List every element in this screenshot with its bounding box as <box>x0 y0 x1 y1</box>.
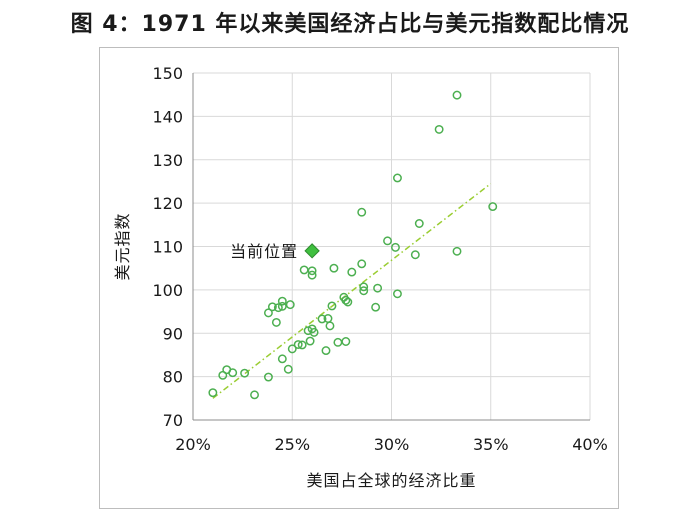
data-point <box>371 302 381 312</box>
trend-line <box>212 183 492 399</box>
data-point <box>250 390 259 400</box>
x-axis-title: 美国占全球的经济比重 <box>306 471 476 490</box>
data-point <box>285 300 295 310</box>
data-point <box>208 388 218 398</box>
data-point <box>452 246 462 256</box>
data-point <box>325 321 335 331</box>
x-tick-label: 35% <box>473 435 509 454</box>
data-point <box>391 242 400 252</box>
data-point <box>307 266 317 276</box>
data-point <box>317 314 327 324</box>
data-point <box>357 207 367 217</box>
x-tick-label: 20% <box>175 435 211 454</box>
y-tick-label: 90 <box>163 324 183 343</box>
x-tick-label: 25% <box>274 435 310 454</box>
data-point <box>452 90 462 100</box>
data-point <box>488 202 498 212</box>
y-tick-label: 110 <box>152 238 183 257</box>
data-point <box>305 336 315 346</box>
data-point <box>277 296 287 306</box>
data-point <box>307 270 317 280</box>
data-point <box>267 302 277 312</box>
data-point <box>333 337 343 347</box>
data-point <box>271 317 281 327</box>
data-point <box>434 124 444 134</box>
y-tick-label: 150 <box>152 64 183 83</box>
data-point <box>287 344 297 354</box>
y-tick-label: 140 <box>152 107 183 126</box>
data-point <box>293 340 303 349</box>
data-point <box>373 283 383 293</box>
chart-title: 图 4：1971 年以来美国经济占比与美元指数配比情况 <box>70 12 630 37</box>
data-point <box>299 265 309 275</box>
data-point <box>327 301 337 311</box>
y-tick-label: 120 <box>152 194 183 213</box>
data-point <box>393 173 402 183</box>
current-position-label: 当前位置 <box>230 242 298 261</box>
y-tick-label: 70 <box>163 411 183 430</box>
data-point <box>321 346 331 356</box>
current-position-marker <box>304 243 320 259</box>
data-point <box>359 282 369 292</box>
data-point <box>263 372 273 382</box>
data-point <box>341 295 351 305</box>
data-point <box>414 219 424 228</box>
data-point <box>283 364 293 374</box>
data-point <box>277 301 287 311</box>
data-point <box>273 303 283 313</box>
data-point <box>359 286 369 296</box>
chart-frame <box>99 47 619 509</box>
y-axis-title: 美元指数 <box>113 212 132 280</box>
data-point <box>277 354 287 364</box>
data-point <box>357 259 367 269</box>
data-point <box>347 267 357 277</box>
data-point <box>343 297 353 307</box>
data-point <box>383 236 392 246</box>
x-tick-label: 40% <box>572 435 608 454</box>
data-point <box>228 368 238 378</box>
y-tick-label: 130 <box>152 151 183 170</box>
data-point <box>393 289 402 299</box>
data-point <box>341 337 351 346</box>
data-point <box>297 340 307 350</box>
x-tick-label: 30% <box>374 435 410 454</box>
y-tick-label: 100 <box>152 281 183 300</box>
y-tick-label: 80 <box>163 368 183 387</box>
data-point <box>329 263 339 273</box>
data-point <box>309 327 319 337</box>
data-point <box>410 250 420 260</box>
data-point <box>263 308 273 318</box>
data-point <box>240 368 250 378</box>
